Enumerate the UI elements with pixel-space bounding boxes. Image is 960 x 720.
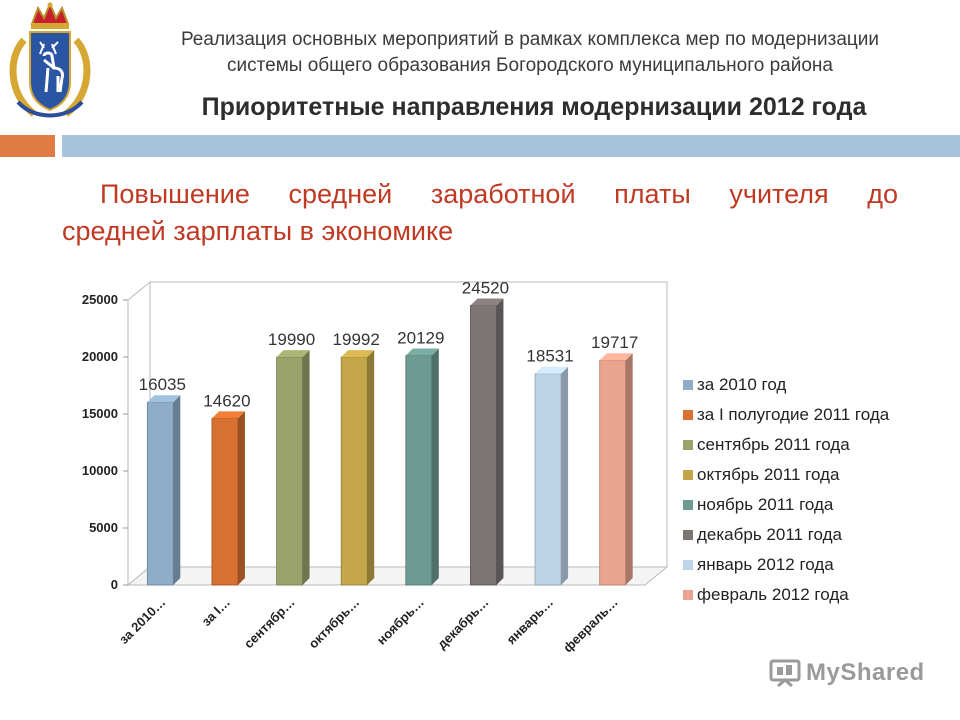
bar	[146, 401, 174, 586]
bar-value-label: 19717	[591, 333, 638, 352]
y-axis-tick-label: 5000	[89, 520, 118, 535]
bar-top	[405, 348, 439, 356]
bar-side	[237, 411, 245, 585]
focus-heading-line1: Повышение средней заработной платы учите…	[100, 179, 898, 209]
bar-side	[625, 353, 633, 585]
y-axis-tick-label: 20000	[82, 349, 118, 364]
bar-value-label: 19992	[333, 330, 380, 349]
legend-entry-label: декабрь 2011 года	[697, 525, 843, 544]
x-axis-category-label: ноябрь…	[374, 595, 427, 648]
watermark-text: MyShared	[806, 659, 925, 686]
y-axis-tick-label: 0	[111, 577, 118, 592]
bar-value-label: 18531	[526, 347, 573, 366]
bar-side	[496, 298, 504, 585]
shield-icon	[29, 31, 71, 112]
focus-heading-line2: средней зарплаты в экономике	[62, 216, 454, 246]
legend-swatch	[683, 410, 693, 420]
bar	[405, 355, 433, 586]
myshared-watermark: MyShared	[768, 655, 925, 691]
presentation-screen-icon	[769, 659, 801, 688]
legend-entry-label: сентябрь 2011 года	[697, 435, 850, 454]
bar-top	[341, 350, 375, 358]
bar-top	[599, 353, 633, 361]
bar-side	[302, 350, 310, 585]
legend-entry-label: за 2010 год	[697, 375, 786, 394]
legend-swatch	[683, 590, 693, 600]
bar-side	[431, 348, 439, 585]
legend-entry-label: за I полугодие 2011 года	[697, 405, 890, 424]
bar-side	[367, 350, 375, 585]
y-axis-tick-label: 10000	[82, 463, 118, 478]
chart-floor	[126, 566, 669, 586]
x-axis-category-label: октябрь…	[305, 595, 362, 652]
bar-top	[211, 411, 245, 419]
legend-entry-label: январь 2012 года	[697, 555, 834, 574]
bar	[211, 417, 239, 586]
bar-side	[173, 395, 181, 585]
chart-side-wall	[127, 280, 151, 587]
y-axis-tick-label: 25000	[82, 292, 118, 307]
bar	[534, 373, 562, 586]
legend-swatch	[683, 560, 693, 570]
bar-top	[147, 395, 181, 403]
legend-entry-label: октябрь 2011 года	[697, 465, 840, 484]
crown-icon	[30, 2, 70, 29]
x-axis-category-label: февраль…	[560, 595, 621, 656]
x-axis-category-label: за 2010…	[116, 595, 168, 647]
bar-value-label: 16035	[139, 375, 186, 394]
page-subtitle-line1: Реализация основных мероприятий в рамках…	[180, 29, 880, 50]
bar	[340, 356, 368, 586]
deer-icon	[39, 41, 64, 93]
legend-swatch	[683, 440, 693, 450]
decorative-divider-bar	[62, 135, 960, 157]
legend-entry-label: ноябрь 2011 года	[697, 495, 834, 514]
bar-top	[535, 366, 569, 374]
bar-top	[276, 350, 310, 358]
page-title: Приоритетные направления модернизации 20…	[201, 93, 867, 121]
legend-swatch	[683, 380, 693, 390]
bar-value-label: 20129	[397, 329, 444, 348]
bar	[470, 305, 497, 586]
legend-swatch	[683, 500, 693, 510]
bar	[599, 359, 627, 586]
bar-top	[470, 298, 504, 306]
legend-swatch	[683, 530, 693, 540]
legend-swatch	[683, 470, 693, 480]
bar-value-label: 19990	[268, 330, 315, 349]
bar-value-label: 14620	[203, 391, 250, 410]
bar	[276, 356, 303, 586]
x-axis-category-label: декабрь…	[434, 595, 491, 652]
decorative-accent-bar	[0, 135, 55, 157]
wreath-icon	[9, 37, 91, 118]
legend-entry-label: февраль 2012 года	[697, 585, 849, 604]
bar-side	[561, 366, 569, 585]
bar-value-label: 24520	[462, 278, 509, 297]
x-axis-category-label: за I…	[199, 595, 233, 629]
salary-bar-chart: 0 5000 10000 15000 20000 25000 16035 за 2010… 14…	[82, 278, 890, 656]
x-axis-category-label: сентябр…	[241, 595, 298, 652]
coat-of-arms-logo	[9, 2, 91, 118]
page-subtitle-line2: системы общего образования Богородского …	[227, 55, 833, 76]
x-axis-category-label: январь…	[504, 595, 557, 648]
y-axis-tick-label: 15000	[82, 406, 118, 421]
